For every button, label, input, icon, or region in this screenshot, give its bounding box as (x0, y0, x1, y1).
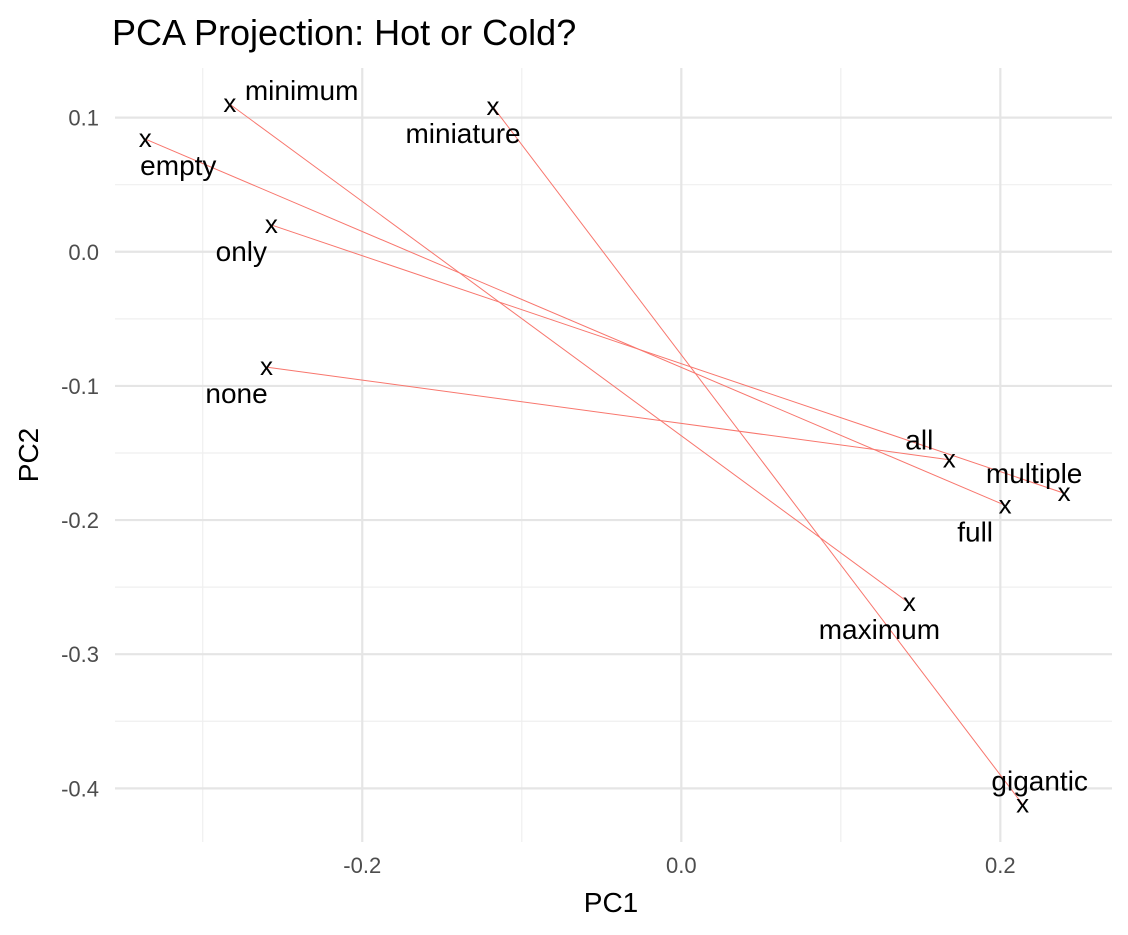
y-tick-label: 0.1 (68, 106, 99, 131)
point-marker-minimum: x (223, 88, 236, 118)
y-tick-label: -0.2 (61, 508, 99, 533)
point-marker-miniature: x (487, 91, 500, 121)
x-tick-label: -0.2 (343, 853, 381, 878)
x-axis-title: PC1 (584, 887, 638, 918)
y-tick-label: -0.4 (61, 776, 99, 801)
point-labels: minimum miniature empty only none all multiple… (140, 75, 1088, 796)
point-label-minimum: minimum (245, 75, 359, 106)
y-tick-label: -0.1 (61, 374, 99, 399)
pair-line-empty-full (145, 138, 1006, 506)
point-label-none: none (205, 378, 267, 409)
point-label-empty: empty (140, 150, 216, 181)
point-marker-maximum: x (903, 587, 916, 617)
point-label-gigantic: gigantic (991, 765, 1088, 796)
point-marker-all: x (943, 444, 956, 474)
point-label-full: full (957, 516, 993, 547)
y-tick-label: 0.0 (68, 240, 99, 265)
point-label-maximum: maximum (819, 614, 940, 645)
y-axis-title: PC2 (13, 428, 44, 482)
pair-line-none-all (266, 366, 950, 461)
x-tick-label: 0.0 (666, 853, 697, 878)
point-marker-multiple: x (1058, 477, 1071, 507)
point-label-only: only (216, 236, 267, 267)
point-label-all: all (905, 425, 933, 456)
data-points: x x x x x x x x x x (139, 88, 1071, 818)
pair-lines (145, 103, 1065, 805)
pair-line-only-multiple (271, 224, 1065, 494)
chart-title: PCA Projection: Hot or Cold? (112, 12, 576, 53)
point-label-multiple: multiple (986, 458, 1082, 489)
axis-ticks: -0.2 0.0 0.2 0.1 0.0 -0.1 -0.2 -0.3 -0.4 (61, 106, 1016, 878)
pair-line-minimum-maximum (229, 103, 910, 604)
point-marker-none: x (260, 351, 273, 381)
point-marker-empty: x (139, 123, 152, 153)
point-marker-gigantic: x (1016, 788, 1029, 818)
point-marker-full: x (999, 489, 1012, 519)
y-tick-label: -0.3 (61, 642, 99, 667)
pair-line-miniature-gigantic (492, 106, 1024, 805)
x-tick-label: 0.2 (985, 853, 1016, 878)
point-label-miniature: miniature (405, 118, 520, 149)
point-marker-only: x (265, 209, 278, 239)
